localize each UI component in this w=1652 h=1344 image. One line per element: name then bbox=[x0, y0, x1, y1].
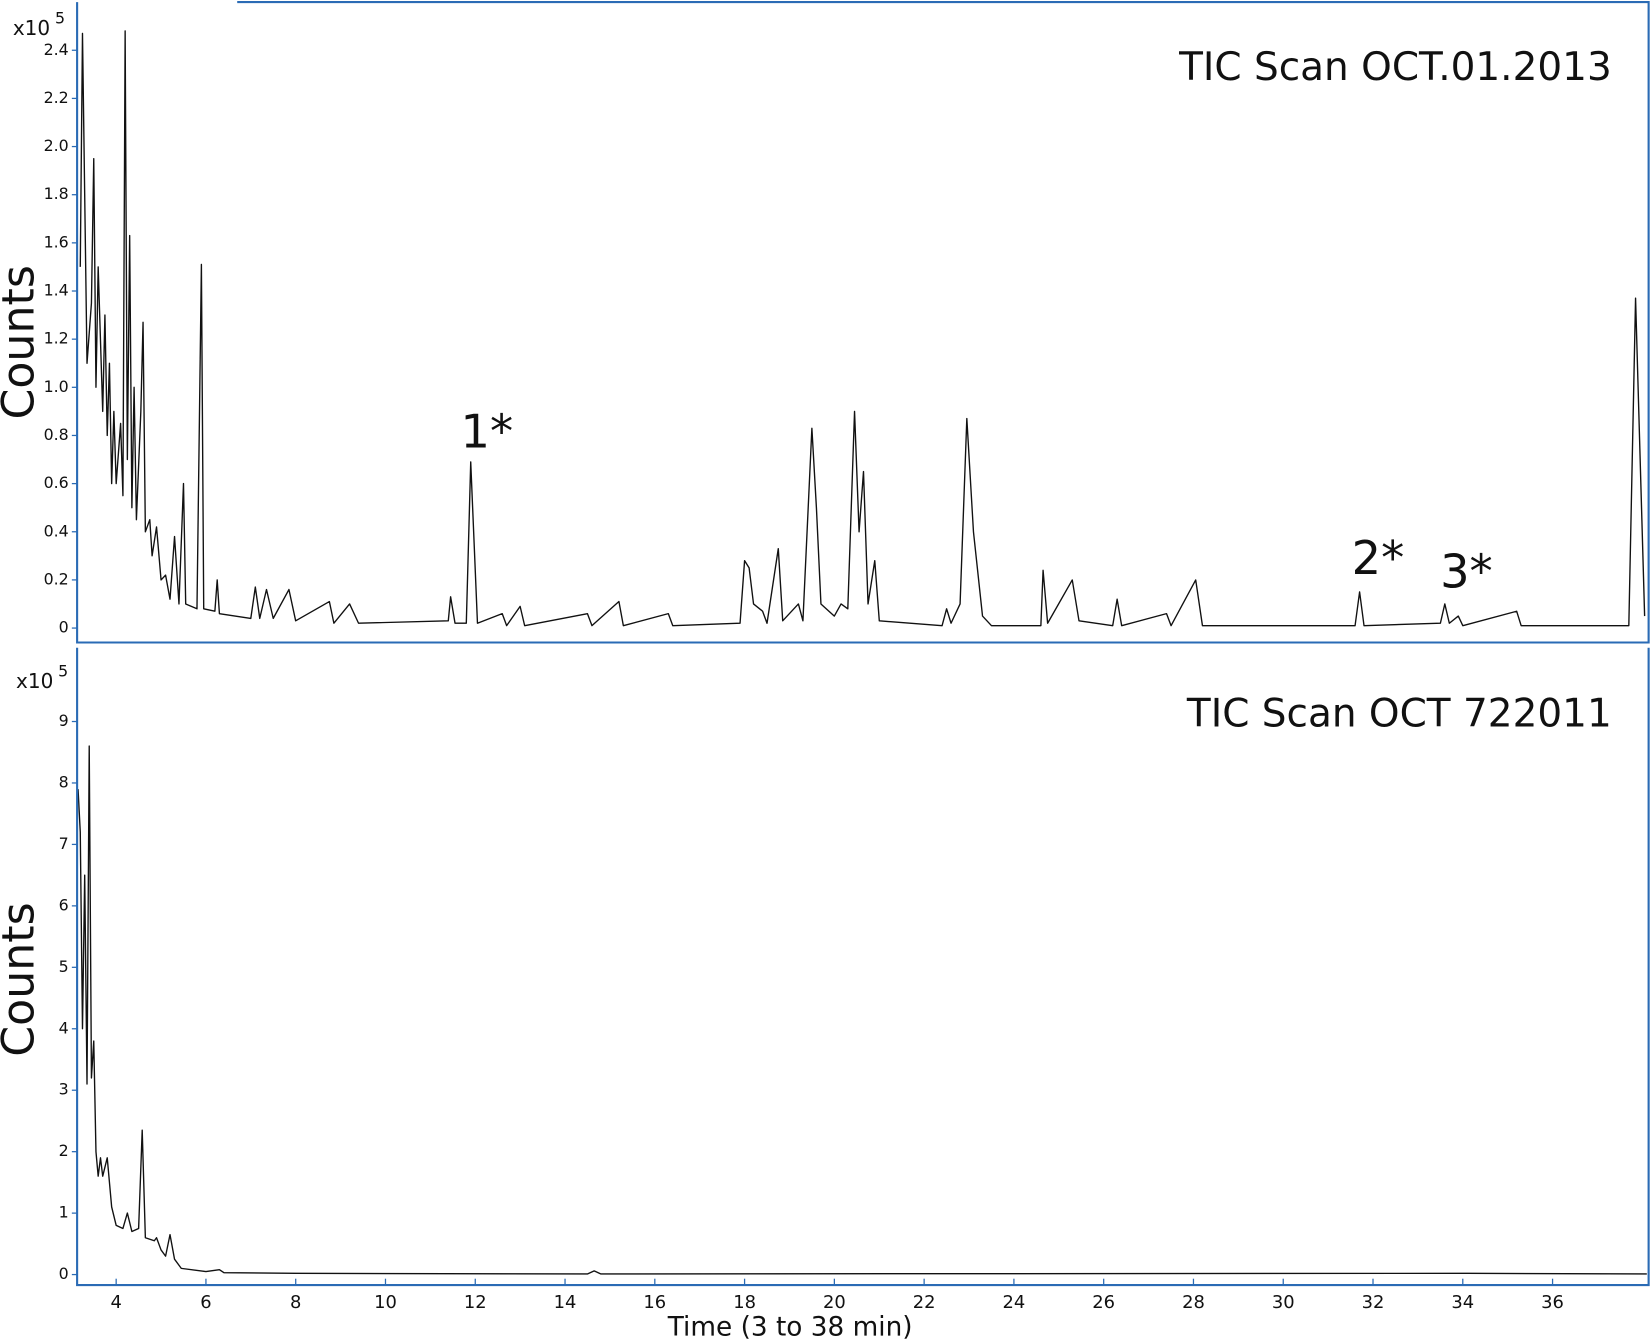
y-multiplier: x10 bbox=[16, 669, 53, 693]
y-exponent: 5 bbox=[55, 8, 65, 27]
y-exponent: 5 bbox=[58, 662, 68, 681]
x-tick-label: 12 bbox=[464, 1292, 487, 1313]
y-tick-label: 3 bbox=[59, 1080, 69, 1099]
y-tick-label: 0.2 bbox=[44, 569, 69, 588]
y-tick-label: 1.0 bbox=[44, 377, 69, 396]
x-axis-label: Time (3 to 38 min) bbox=[667, 1313, 913, 1343]
x-tick-label: 34 bbox=[1451, 1292, 1474, 1313]
x-tick-label: 14 bbox=[554, 1292, 577, 1313]
frame bbox=[76, 647, 1650, 1287]
y-tick-label: 2.4 bbox=[44, 40, 69, 59]
x-tick-label: 28 bbox=[1182, 1292, 1205, 1313]
x-tick-label: 6 bbox=[200, 1292, 211, 1313]
y-tick-label: 0.4 bbox=[44, 521, 69, 540]
x-tick-label: 30 bbox=[1272, 1292, 1295, 1313]
x-tick-label: 4 bbox=[110, 1292, 121, 1313]
panel-title: TIC Scan OCT 722011 bbox=[1186, 692, 1612, 737]
x-tick-label: 24 bbox=[1003, 1292, 1026, 1313]
y-tick-label: 2.2 bbox=[44, 88, 69, 107]
y-tick-label: 4 bbox=[59, 1018, 69, 1037]
y-multiplier: x10 bbox=[13, 16, 50, 40]
y-tick-label: 0 bbox=[59, 1264, 69, 1283]
x-tick-label: 10 bbox=[374, 1292, 397, 1313]
y-tick-label: 2 bbox=[59, 1141, 69, 1160]
trace bbox=[77, 745, 1647, 1275]
y-axis-label: Counts bbox=[0, 902, 44, 1056]
y-axis-label: Counts bbox=[0, 265, 44, 419]
x-tick-label: 18 bbox=[733, 1292, 756, 1313]
x-tick-label: 26 bbox=[1092, 1292, 1115, 1313]
peak-annotation: 3* bbox=[1440, 545, 1493, 599]
x-tick-label: 20 bbox=[823, 1292, 846, 1313]
y-tick-label: 1.6 bbox=[44, 232, 69, 251]
y-tick-label: 2.0 bbox=[44, 136, 69, 155]
y-tick-label: 5 bbox=[59, 957, 69, 976]
x-tick-label: 22 bbox=[913, 1292, 936, 1313]
y-tick-label: 6 bbox=[59, 895, 69, 914]
y-tick-label: 8 bbox=[59, 772, 69, 791]
trace bbox=[79, 30, 1646, 627]
y-tick-label: 1 bbox=[59, 1203, 69, 1222]
y-tick-label: 9 bbox=[59, 711, 69, 730]
y-tick-label: 1.2 bbox=[44, 329, 69, 348]
y-tick-label: 0.6 bbox=[44, 473, 69, 492]
peak-annotation: 1* bbox=[461, 405, 514, 459]
y-tick-label: 1.4 bbox=[44, 281, 69, 300]
frame bbox=[76, 1, 1650, 644]
x-tick-label: 32 bbox=[1362, 1292, 1385, 1313]
y-tick-label: 0 bbox=[59, 618, 69, 637]
x-tick-label: 8 bbox=[290, 1292, 301, 1313]
x-tick-label: 36 bbox=[1541, 1292, 1564, 1313]
peak-annotation: 2* bbox=[1352, 531, 1405, 585]
x-tick-label: 16 bbox=[643, 1292, 666, 1313]
y-tick-label: 1.8 bbox=[44, 184, 69, 203]
y-tick-label: 7 bbox=[59, 834, 69, 853]
panel-title: TIC Scan OCT.01.2013 bbox=[1178, 45, 1612, 90]
y-tick-label: 0.8 bbox=[44, 425, 69, 444]
